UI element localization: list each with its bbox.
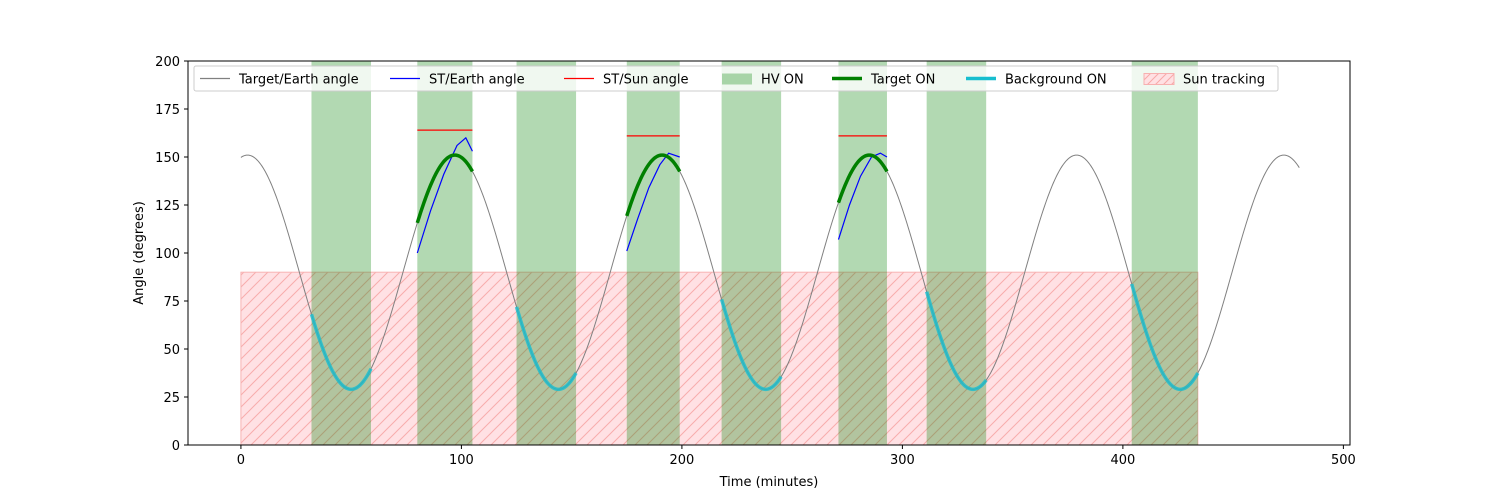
y-tick-label: 125 (155, 199, 180, 214)
st-earth-angle-line (626, 152, 680, 252)
y-tick-label: 0 (172, 439, 180, 454)
hv-on-span (838, 61, 887, 445)
target-on-segment (625, 153, 682, 217)
x-tick-label: 300 (890, 453, 915, 468)
legend-label: ST/Earth angle (429, 73, 525, 88)
x-tick-label: 500 (1331, 453, 1356, 468)
x-axis-label: Time (minutes) (719, 475, 819, 490)
x-tick-label: 400 (1110, 453, 1135, 468)
background-on-segment (309, 313, 373, 392)
legend-label: HV ON (761, 73, 804, 88)
hv-on-span (626, 61, 680, 445)
hv-on-span (311, 61, 372, 445)
y-tick-label: 75 (163, 295, 180, 310)
legend-label: Target ON (870, 73, 935, 88)
target-on-segment (415, 153, 474, 224)
x-tick-label: 100 (449, 453, 474, 468)
legend-label: Sun tracking (1183, 73, 1265, 88)
st-earth-angle-line (416, 136, 473, 254)
plot-area (240, 61, 1300, 445)
y-tick-label: 175 (155, 103, 180, 118)
legend-swatch (1143, 73, 1175, 85)
legend-box (193, 65, 1279, 92)
background-on-segment (514, 306, 578, 392)
axes: 0 100 200 300 400 500 0 25 50 75 100 125 150 175 200 (155, 55, 1356, 468)
background-on-segment (1130, 283, 1200, 392)
legend: Target/Earth angle ST/Earth angle ST/Sun a… (193, 65, 1279, 92)
background-on-segment (719, 298, 783, 392)
y-tick-label: 150 (155, 151, 180, 166)
y-tick-label: 25 (163, 391, 180, 406)
y-axis-label: Angle (degrees) (132, 201, 147, 305)
background-on-segment (924, 291, 988, 392)
legend-label: ST/Sun angle (603, 73, 689, 88)
y-tick-label: 50 (163, 343, 180, 358)
x-tick-label: 0 (237, 453, 245, 468)
target-on-segment (836, 153, 889, 204)
legend-label: Target/Earth angle (238, 73, 359, 88)
hv-on-span (417, 61, 473, 445)
sun-tracking-region (240, 271, 1199, 445)
y-tick-label: 100 (155, 247, 180, 262)
x-tick-label: 200 (669, 453, 694, 468)
legend-label: Background ON (1005, 73, 1107, 88)
st-earth-angle-line (837, 152, 888, 240)
legend-swatch (722, 73, 752, 85)
hv-on-span (926, 61, 987, 445)
hv-on-span (1131, 61, 1198, 445)
y-tick-label: 200 (155, 55, 180, 70)
